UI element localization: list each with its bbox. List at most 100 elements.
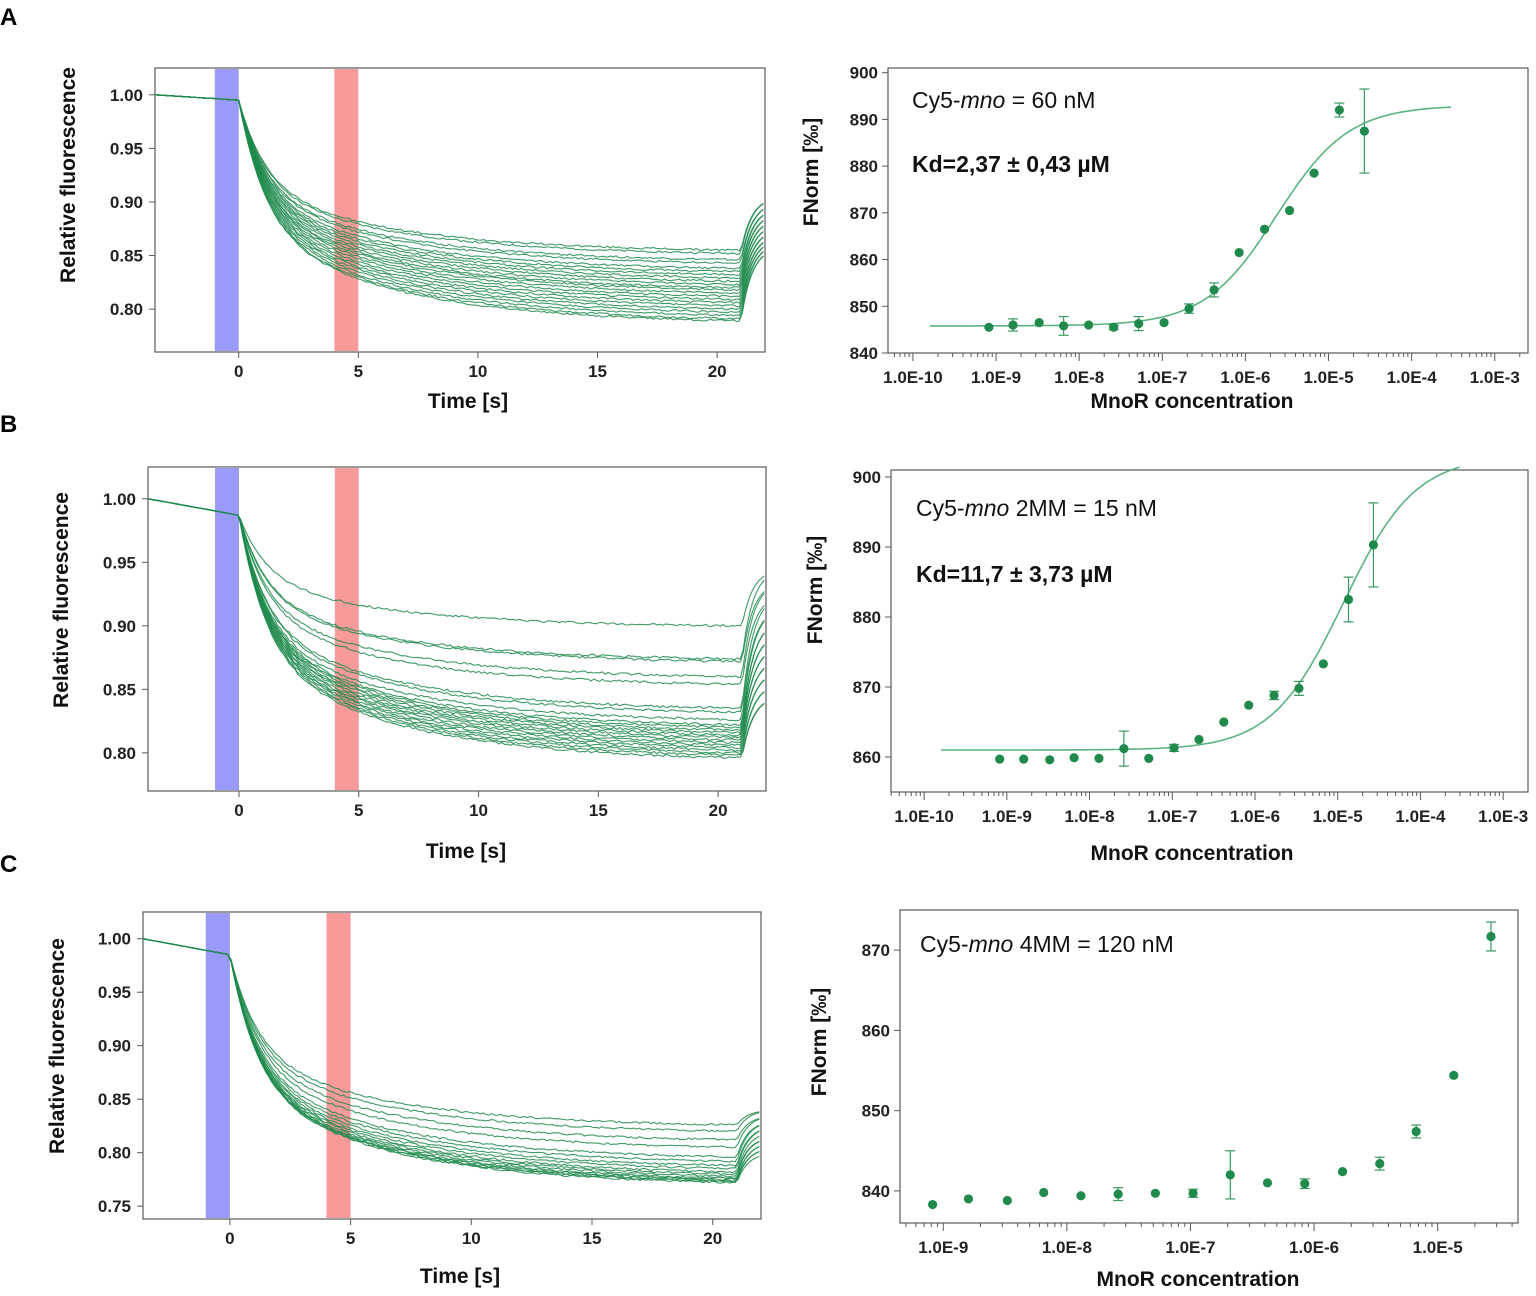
trace-line bbox=[142, 938, 760, 1168]
x-tick-label: 10 bbox=[469, 801, 488, 820]
data-point bbox=[1059, 321, 1069, 331]
x-tick-label: 1.0E-10 bbox=[883, 368, 943, 387]
trace-line bbox=[142, 938, 760, 1149]
x-tick-label: 15 bbox=[589, 801, 608, 820]
y-tick-label: 1.00 bbox=[98, 930, 131, 949]
sample-label: Cy5-mno = 60 nM bbox=[912, 87, 1095, 113]
y-tick-label: 860 bbox=[850, 251, 878, 270]
x-axis-title: MnoR concentration bbox=[1097, 1268, 1300, 1291]
trace-line bbox=[147, 498, 765, 679]
trace-line bbox=[154, 94, 764, 317]
data-point bbox=[1337, 1167, 1348, 1177]
plot-frame bbox=[142, 911, 762, 1220]
y-tick-label: 850 bbox=[850, 297, 878, 316]
y-tick-label: 880 bbox=[850, 157, 878, 176]
trace-line bbox=[142, 938, 760, 1174]
x-tick-label: 20 bbox=[709, 801, 728, 820]
binding-curve-plot-a: 1.0E-10 1.0E-9 1.0E-8 1.0E-7 1.0E-6 1.0E-5 1.0… bbox=[800, 64, 1529, 413]
trace-line bbox=[147, 498, 765, 726]
trace-line bbox=[147, 498, 765, 686]
x-tick-label: 15 bbox=[583, 1229, 602, 1248]
x-tick-label: 0 bbox=[225, 1229, 234, 1248]
trace-line bbox=[142, 938, 760, 1141]
x-tick-label: 1.0E-6 bbox=[1220, 368, 1270, 387]
trace-line bbox=[154, 94, 764, 308]
hot-region-band bbox=[326, 913, 351, 1218]
data-point bbox=[1039, 1187, 1049, 1198]
trace-line bbox=[142, 938, 760, 1163]
data-point bbox=[1449, 1070, 1459, 1080]
data-point bbox=[1184, 304, 1194, 314]
trace-line bbox=[147, 498, 765, 710]
x-tick-label: 5 bbox=[354, 362, 363, 381]
sample-label: Cy5-mno 4MM = 120 nM bbox=[920, 931, 1174, 957]
y-axis-title: FNorm [‰] bbox=[808, 988, 831, 1097]
x-tick-label: 1.0E-10 bbox=[894, 807, 954, 826]
trace-line bbox=[142, 938, 760, 1170]
trace-line bbox=[147, 498, 765, 744]
y-tick-label: 840 bbox=[862, 1182, 890, 1201]
y-tick-label: 890 bbox=[850, 110, 878, 129]
x-tick-label: 15 bbox=[588, 362, 607, 381]
trace-line bbox=[147, 498, 765, 759]
data-point bbox=[963, 1194, 974, 1204]
data-point bbox=[1094, 753, 1104, 764]
trace-line bbox=[147, 498, 765, 661]
hot-region-band bbox=[334, 69, 359, 351]
y-tick-label: 870 bbox=[853, 678, 881, 697]
x-tick-label: 1.0E-3 bbox=[1470, 368, 1520, 387]
data-point bbox=[1008, 320, 1018, 330]
trace-line bbox=[147, 498, 765, 747]
x-tick-label: 1.0E-5 bbox=[1313, 807, 1363, 826]
data-point bbox=[1144, 753, 1154, 764]
data-point bbox=[1343, 594, 1354, 605]
sample-label: Cy5-mno 2MM = 15 nM bbox=[916, 495, 1157, 521]
trace-line bbox=[154, 94, 764, 287]
x-tick-label: 1.0E-3 bbox=[1478, 807, 1528, 826]
data-point bbox=[1076, 1191, 1086, 1201]
data-point bbox=[1134, 318, 1144, 329]
trace-line bbox=[147, 498, 765, 732]
panel-label-b: B bbox=[0, 411, 17, 438]
trace-line bbox=[154, 94, 764, 298]
trace-line bbox=[154, 94, 764, 273]
trace-line bbox=[142, 938, 760, 1184]
x-tick-label: 1.0E-9 bbox=[918, 1238, 968, 1257]
data-point bbox=[1034, 318, 1044, 328]
x-tick-label: 1.0E-7 bbox=[1137, 368, 1187, 387]
plot-frame bbox=[899, 909, 1519, 1224]
fit-curve bbox=[929, 106, 1452, 327]
trace-line bbox=[147, 498, 765, 722]
x-tick-label: 1.0E-4 bbox=[1395, 807, 1446, 826]
y-tick-label: 870 bbox=[862, 941, 890, 960]
y-tick-label: 0.90 bbox=[103, 617, 136, 636]
kd-label: Kd=2,37 ± 0,43 µM bbox=[912, 151, 1110, 177]
data-point bbox=[1113, 1189, 1123, 1199]
trace-line bbox=[154, 94, 764, 265]
plot-frame bbox=[147, 466, 767, 792]
y-tick-label: 1.00 bbox=[110, 86, 143, 105]
y-tick-label: 890 bbox=[853, 538, 881, 557]
data-point bbox=[1359, 126, 1369, 136]
x-tick-label: 1.0E-8 bbox=[1042, 1238, 1092, 1257]
x-tick-label: 10 bbox=[468, 362, 487, 381]
x-tick-label: 1.0E-7 bbox=[1147, 807, 1197, 826]
plot-frame bbox=[154, 67, 766, 353]
trace-line bbox=[154, 94, 764, 277]
mst-trace-plot-c: 0 5 10 15 20 0.75 0.80 0.85 0.90 0.95 1.00 Time [s… bbox=[46, 911, 762, 1288]
trace-line bbox=[154, 94, 764, 314]
x-tick-label: 5 bbox=[354, 801, 363, 820]
data-point bbox=[1294, 683, 1304, 694]
data-point bbox=[1159, 318, 1169, 328]
y-tick-label: 0.90 bbox=[110, 193, 143, 212]
trace-line bbox=[147, 498, 765, 663]
panel-label-c: C bbox=[0, 851, 17, 878]
x-tick-label: 1.0E-5 bbox=[1413, 1238, 1463, 1257]
x-tick-label: 10 bbox=[462, 1229, 481, 1248]
data-point bbox=[995, 754, 1005, 764]
data-point bbox=[1119, 744, 1129, 754]
data-point bbox=[928, 1199, 938, 1210]
trace-line bbox=[147, 498, 765, 729]
trace-line bbox=[142, 938, 760, 1176]
